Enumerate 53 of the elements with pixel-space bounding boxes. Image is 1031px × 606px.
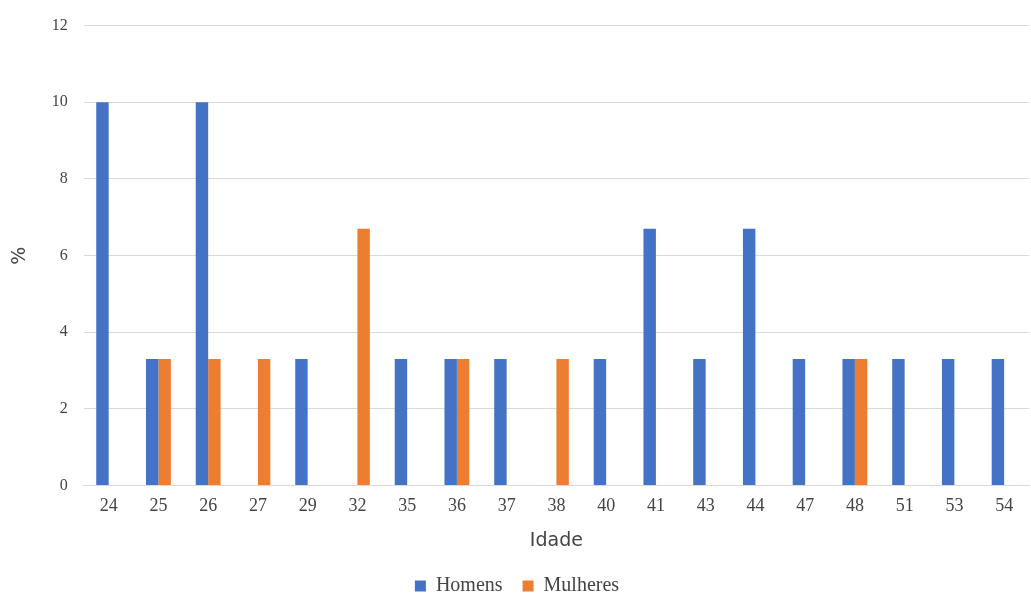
x-tick-label: 51	[895, 495, 914, 516]
x-tick-label: 44	[746, 495, 765, 516]
x-tick-label: 24	[99, 495, 118, 516]
x-tick-label: 26	[199, 495, 218, 516]
legend-label: Mulheres	[543, 573, 620, 596]
bar	[991, 359, 1005, 486]
x-tick-label: 53	[945, 495, 964, 516]
y-tick-label: 12	[51, 15, 68, 33]
x-tick-label: 38	[547, 495, 566, 516]
bar	[257, 359, 271, 486]
y-tick-label: 2	[59, 399, 68, 417]
bar	[357, 228, 370, 486]
bar	[195, 102, 209, 486]
bar	[96, 102, 109, 486]
x-tick-label: 41	[646, 495, 665, 516]
x-tick-label: 25	[149, 495, 168, 516]
bar	[394, 359, 408, 486]
bar	[145, 359, 159, 486]
y-tick-label: 10	[51, 92, 68, 110]
y-tick-label: 4	[59, 322, 68, 340]
bar	[158, 359, 171, 486]
y-tick-label: 0	[59, 475, 68, 493]
x-tick-label: 48	[845, 495, 864, 516]
bar	[456, 359, 470, 486]
x-tick-label: 35	[398, 495, 417, 516]
bar	[941, 359, 955, 486]
bar	[494, 359, 507, 486]
bar	[742, 228, 756, 486]
legend-label: Homens	[435, 573, 503, 596]
bar	[444, 359, 457, 486]
y-axis-title: %	[7, 246, 30, 265]
x-tick-label: 29	[298, 495, 317, 516]
bar	[792, 359, 806, 486]
bar	[556, 359, 569, 486]
x-tick-label: 43	[696, 495, 715, 516]
x-tick-label: 40	[597, 495, 616, 516]
x-tick-label: 54	[995, 495, 1014, 516]
bar	[892, 359, 905, 486]
bar	[643, 228, 656, 486]
x-axis-title: Idade	[529, 527, 583, 550]
x-tick-label: 37	[497, 495, 516, 516]
bar	[593, 359, 607, 486]
x-tick-label: 32	[348, 495, 367, 516]
x-tick-label: 27	[248, 495, 267, 516]
bar	[842, 359, 855, 486]
bar	[208, 359, 221, 486]
y-tick-label: 8	[59, 169, 68, 187]
bar	[854, 359, 868, 486]
bar	[295, 359, 308, 486]
x-tick-label: 47	[796, 495, 815, 516]
y-tick-label: 6	[59, 245, 68, 263]
bar	[693, 359, 706, 486]
x-tick-label: 36	[447, 495, 466, 516]
